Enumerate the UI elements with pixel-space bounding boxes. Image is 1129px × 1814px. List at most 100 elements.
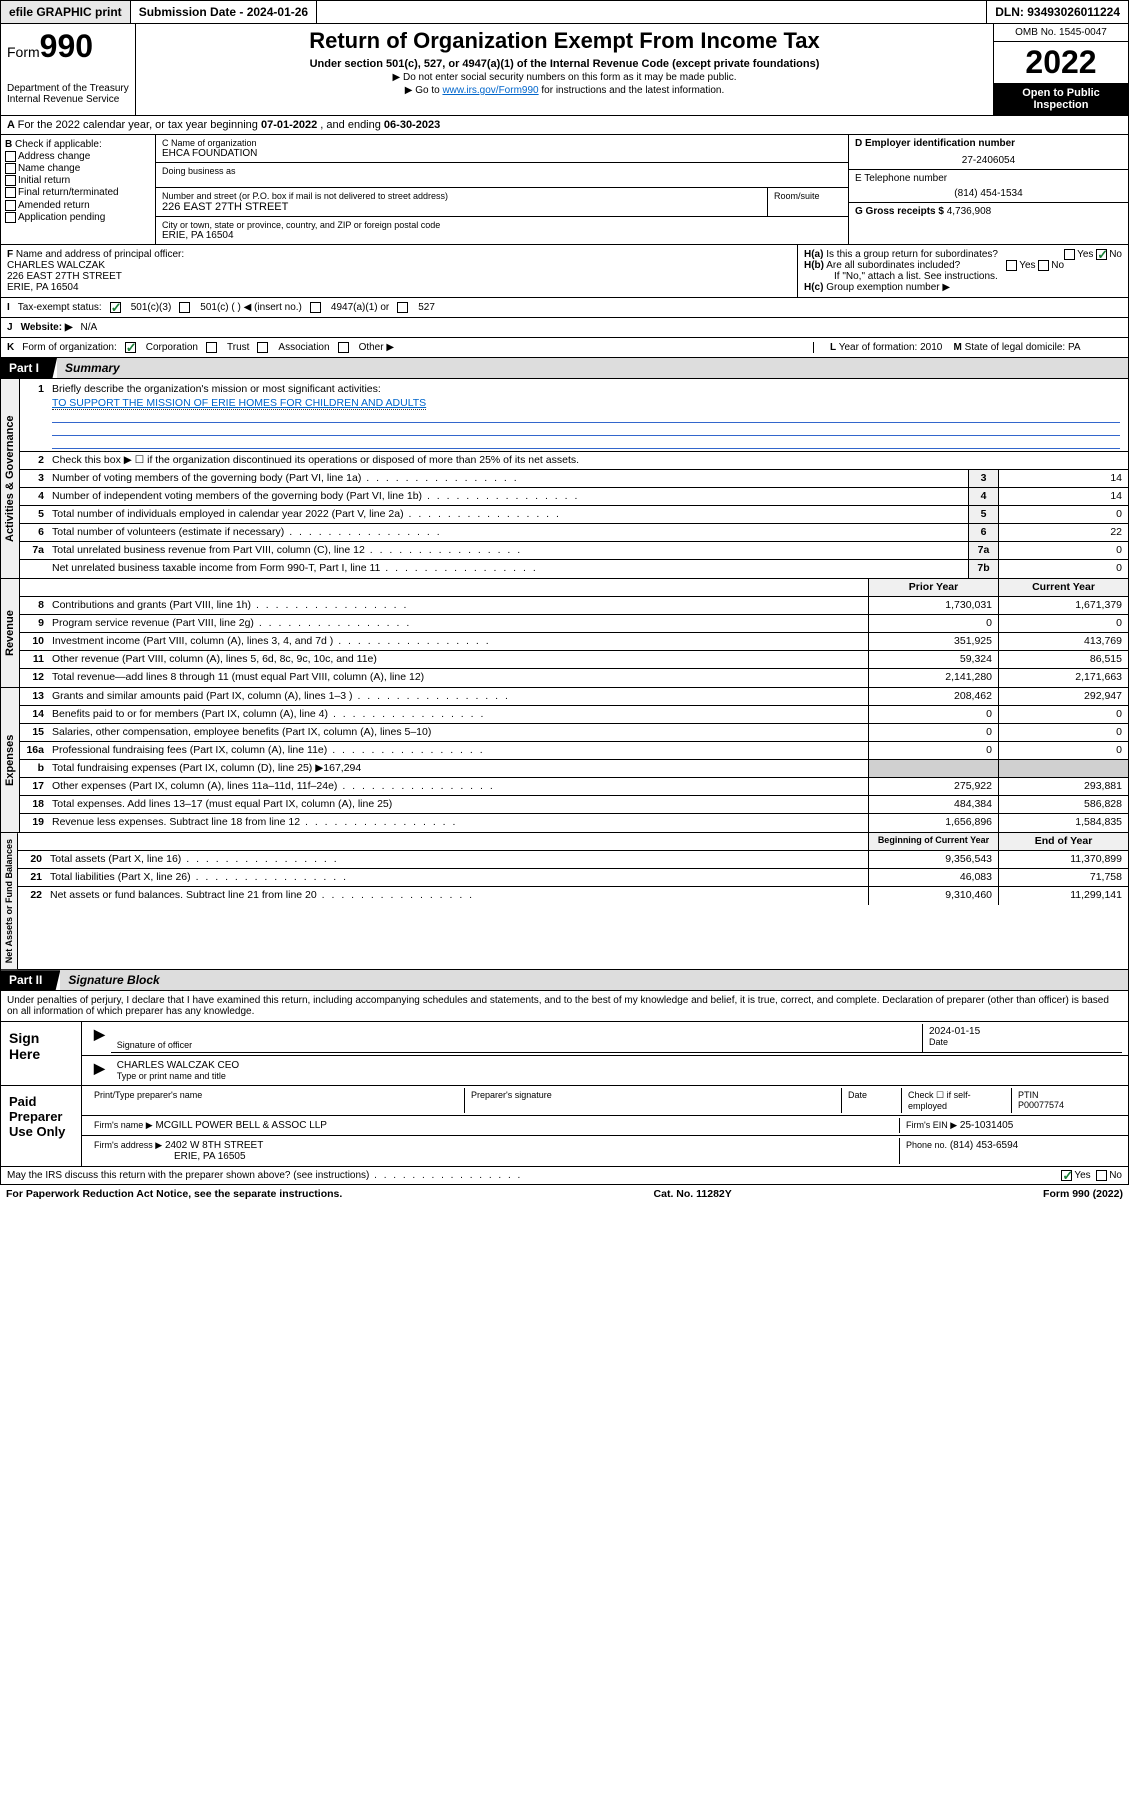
firm-address-2: ERIE, PA 16505 [94, 1151, 246, 1162]
tax-year: 2022 [994, 42, 1128, 83]
row-i: I Tax-exempt status: 501(c)(3) 501(c) ( … [0, 298, 1129, 318]
section-b: B Check if applicable: Address change Na… [1, 135, 156, 244]
val-7a: 0 [998, 542, 1128, 559]
gross-receipts-value: 4,736,908 [947, 206, 992, 217]
paid-preparer-label: Paid Preparer Use Only [1, 1086, 81, 1166]
prior-year-header: Prior Year [868, 579, 998, 596]
form-number: Form990 [7, 28, 129, 65]
check-name-change[interactable]: Name change [5, 163, 151, 174]
paperwork-notice: For Paperwork Reduction Act Notice, see … [6, 1188, 342, 1200]
form-subtitle: Under section 501(c), 527, or 4947(a)(1)… [144, 58, 985, 70]
street-value: 226 EAST 27TH STREET [162, 201, 761, 213]
mission-text[interactable]: TO SUPPORT THE MISSION OF ERIE HOMES FOR… [52, 397, 426, 410]
arrow-icon: ▶ [88, 1058, 111, 1083]
city-value: ERIE, PA 16504 [162, 230, 842, 241]
firm-address-1: 2402 W 8TH STREET [165, 1140, 263, 1151]
phone-label: E Telephone number [855, 173, 1122, 184]
irs-discuss-row: May the IRS discuss this return with the… [1, 1167, 1128, 1184]
street-label: Number and street (or P.O. box if mail i… [162, 191, 761, 201]
check-address-change[interactable]: Address change [5, 151, 151, 162]
topbar: efile GRAPHIC print Submission Date - 20… [0, 0, 1129, 24]
expenses-section: Expenses 13Grants and similar amounts pa… [0, 688, 1129, 833]
officer-city: ERIE, PA 16504 [7, 282, 79, 293]
check-final-return[interactable]: Final return/terminated [5, 187, 151, 198]
check-application-pending[interactable]: Application pending [5, 212, 151, 223]
dln: DLN: 93493026011224 [987, 1, 1128, 23]
revenue-section: Revenue Prior Year Current Year 8Contrib… [0, 579, 1129, 688]
topbar-spacer [317, 1, 987, 23]
side-label-expenses: Expenses [1, 688, 20, 832]
side-label-netassets: Net Assets or Fund Balances [1, 833, 18, 969]
check-amended-return[interactable]: Amended return [5, 200, 151, 211]
check-4947[interactable] [310, 302, 321, 313]
form-ref: Form 990 (2022) [1043, 1188, 1123, 1200]
net-assets-section: Net Assets or Fund Balances Beginning of… [0, 833, 1129, 970]
irs-label: Internal Revenue Service [7, 94, 129, 105]
check-corporation[interactable] [125, 342, 136, 353]
ssn-note: ▶ Do not enter social security numbers o… [144, 72, 985, 83]
omb-number: OMB No. 1545-0047 [994, 24, 1128, 42]
open-to-public: Open to PublicInspection [994, 83, 1128, 115]
row-j: J Website: ▶ N/A [0, 318, 1129, 338]
dba-label: Doing business as [162, 166, 842, 176]
current-year-header: Current Year [998, 579, 1128, 596]
val-7b: 0 [998, 560, 1128, 578]
page-footer: For Paperwork Reduction Act Notice, see … [0, 1185, 1129, 1203]
val-5: 0 [998, 506, 1128, 523]
form-title: Return of Organization Exempt From Incom… [144, 28, 985, 54]
room-suite-label: Room/suite [768, 188, 848, 216]
side-label-ag: Activities & Governance [1, 379, 20, 578]
ptin-value: P00077574 [1018, 1100, 1064, 1110]
sig-date: 2024-01-15 [929, 1026, 1116, 1037]
officer-name: CHARLES WALCZAK [7, 260, 105, 271]
org-name-label: C Name of organization [162, 138, 842, 148]
section-f: F Name and address of principal officer:… [1, 245, 798, 297]
ein-value: 27-2406054 [855, 155, 1122, 166]
firm-name: MCGILL POWER BELL & ASSOC LLP [155, 1120, 327, 1131]
side-label-revenue: Revenue [1, 579, 20, 687]
dept-treasury: Department of the Treasury [7, 83, 129, 94]
efile-print-button[interactable]: efile GRAPHIC print [1, 1, 131, 23]
val-3: 14 [998, 470, 1128, 487]
firm-phone: (814) 453-6594 [950, 1140, 1018, 1151]
firm-ein: 25-1031405 [960, 1120, 1013, 1131]
check-other[interactable] [338, 342, 349, 353]
identity-block: B Check if applicable: Address change Na… [0, 135, 1129, 245]
submission-date: Submission Date - 2024-01-26 [131, 1, 317, 23]
val-4: 14 [998, 488, 1128, 505]
line-a-tax-year: A For the 2022 calendar year, or tax yea… [0, 116, 1129, 135]
part1-header: Part I Summary [0, 358, 1129, 379]
gross-receipts-label: G Gross receipts $ [855, 206, 944, 217]
section-d: D Employer identification number 27-2406… [848, 135, 1128, 244]
part2-header: Part II Signature Block [0, 970, 1129, 991]
instructions-note: ▶ Go to www.irs.gov/Form990 for instruct… [144, 85, 985, 96]
discuss-yes-check[interactable] [1061, 1170, 1072, 1181]
officer-sig-name: CHARLES WALCZAK CEO [117, 1060, 1116, 1071]
officer-group-block: F Name and address of principal officer:… [0, 245, 1129, 298]
perjury-text: Under penalties of perjury, I declare th… [1, 991, 1128, 1022]
check-527[interactable] [397, 302, 408, 313]
check-trust[interactable] [206, 342, 217, 353]
activities-governance: Activities & Governance 1 Briefly descri… [0, 379, 1129, 579]
check-501c3[interactable] [110, 302, 121, 313]
city-label: City or town, state or province, country… [162, 220, 842, 230]
section-c: C Name of organization EHCA FOUNDATION D… [156, 135, 848, 244]
val-6: 22 [998, 524, 1128, 541]
check-association[interactable] [257, 342, 268, 353]
phone-value: (814) 454-1534 [855, 188, 1122, 199]
sign-here-label: Sign Here [1, 1022, 81, 1085]
check-initial-return[interactable]: Initial return [5, 175, 151, 186]
discuss-no-check[interactable] [1096, 1170, 1107, 1181]
ein-label: D Employer identification number [855, 138, 1122, 149]
org-name: EHCA FOUNDATION [162, 148, 842, 159]
officer-street: 226 EAST 27TH STREET [7, 271, 122, 282]
form-header: Form990 Department of the Treasury Inter… [0, 24, 1129, 116]
cat-number: Cat. No. 11282Y [654, 1188, 732, 1200]
signature-block: Under penalties of perjury, I declare th… [0, 991, 1129, 1185]
irs-link[interactable]: www.irs.gov/Form990 [442, 85, 538, 96]
row-klm: K Form of organization: Corporation Trus… [0, 338, 1129, 358]
website-value: N/A [81, 322, 98, 333]
section-h: H(a) Is this a group return for subordin… [798, 245, 1128, 297]
check-501c[interactable] [179, 302, 190, 313]
arrow-icon: ▶ [88, 1024, 111, 1053]
